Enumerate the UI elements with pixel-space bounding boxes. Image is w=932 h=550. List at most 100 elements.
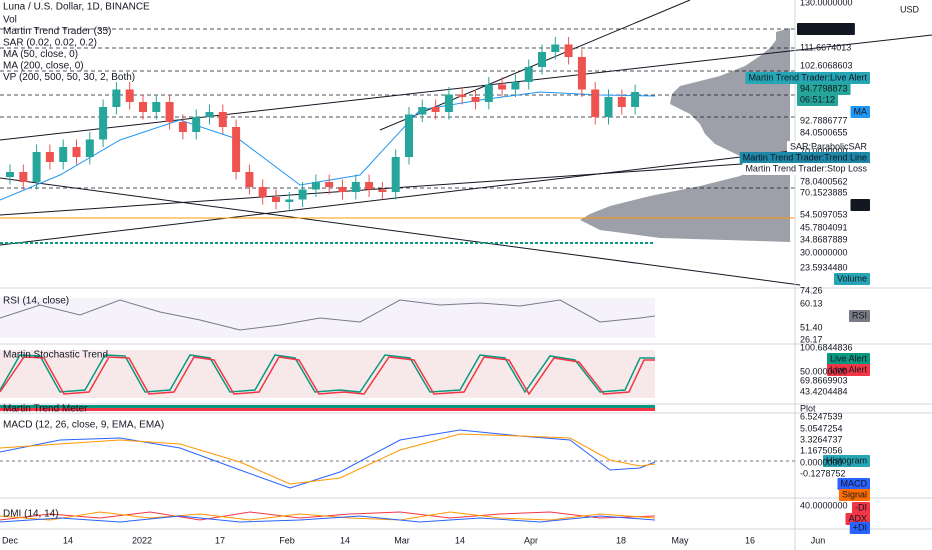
x-axis-label: Apr [524,535,538,545]
price-label: 23.5934480 [800,262,848,272]
candle-body [471,97,480,102]
price-label: 1.1675056 [800,445,843,455]
price-label: -0.1278752 [800,468,846,478]
price-label: 74.26 [800,285,823,295]
badge-text: SAR:ParabolicSAR [790,141,868,151]
candle-body [85,139,94,157]
candle-body [258,187,267,197]
price-label: 51.40 [800,322,823,332]
price-label: 111.6674013 [800,42,851,52]
price-label: 92.7886777 [800,115,848,125]
badge [797,23,855,35]
trend-lines [0,0,932,286]
candle-body [511,82,520,90]
price-label: 40.0000000 [800,500,848,510]
badge [850,106,870,118]
rsi-line [0,299,656,331]
badge-text: -DI [855,502,867,512]
candle-body [405,114,413,157]
x-axis-label: 16 [745,535,755,545]
badge-text: MACD [841,478,868,488]
badge-text: Martin Trend Trader:Live Alert [748,72,867,82]
x-axis-label: Mar [394,535,410,545]
adx [0,511,656,521]
candle-body [444,94,453,112]
candle-body [99,107,108,140]
candle-body [378,189,387,192]
price-label: 0.0000000 [800,457,843,467]
symbol-title: Luna / U.S. Dollar, 1D, BINANCE [3,2,150,13]
x-axis-label: 14 [455,535,465,545]
candle-body [484,84,493,102]
candle-body [431,107,440,112]
badge-text: Histogram [826,455,867,465]
candle-body [152,102,161,112]
price-label: Plot [800,403,816,413]
indicator-legend: VP (200, 500, 50, 30, 2, Both) [3,72,135,83]
price-label: 78.0400562 [800,176,848,186]
candle-body [139,102,147,112]
candle-body [59,147,68,162]
badge [826,353,870,365]
indicator-legend: MA (200, close, 0) [3,61,84,72]
candle-body [112,89,121,107]
badge [822,455,870,467]
rsi-band [0,298,655,338]
candle-body [577,57,586,90]
badge [849,522,870,534]
candle-body [72,147,81,157]
pane-title: DMI (14, 14) [3,509,59,520]
badge-text: MA [854,199,868,209]
candle-body [205,112,214,117]
x-axis-label: Jun [811,535,826,545]
price-label: 102.6068603 [800,60,853,70]
badge-text: +DI [853,522,867,532]
candle-body [458,94,467,97]
candle-body [418,107,427,115]
candle-body [538,52,546,67]
signal-line [0,433,656,485]
candle-body [631,92,640,107]
badge [833,273,870,285]
price-label: 30.0000000 [800,247,848,257]
x-axis-label: 2022 [132,535,152,545]
candle-body [178,122,187,132]
indicator-legend: SAR (0.02, 0.02, 0.2) [3,38,97,49]
badge [745,72,870,84]
price-label: 26.17 [800,334,823,344]
badge [838,489,870,501]
price-label: 100.6844836 [800,342,853,352]
badge [742,163,870,175]
candle-body [19,172,28,182]
badge [852,502,870,514]
candle-body [285,199,294,202]
badge [797,83,851,95]
candle-body [232,127,241,172]
plus-di [0,515,656,523]
price-label: 5.0547254 [800,423,843,433]
candle-body [551,44,560,52]
price-label: 6.5247539 [800,411,843,421]
x-axis-label: 14 [63,535,73,545]
x-axis-label: May [671,535,689,545]
price-label: 50.0000000 [800,366,848,376]
x-axis-label: 17 [215,535,225,545]
badge [786,141,870,153]
candle-body [564,44,573,57]
candle-body [125,89,134,102]
candle-body [604,97,613,117]
candle-body [272,197,280,202]
badge [848,310,870,322]
price-label: 60.13 [800,298,823,308]
indicator-legend: Vol [3,15,17,26]
currency: USD [900,4,920,14]
badge [826,364,870,376]
candle-body [298,189,307,200]
x-axis-label: Feb [279,535,295,545]
x-axis-label: 18 [616,535,626,545]
price-label: 84.0500655 [800,127,848,137]
candle-body [245,172,254,187]
meter-a [0,405,655,408]
stoch-k [0,354,655,394]
